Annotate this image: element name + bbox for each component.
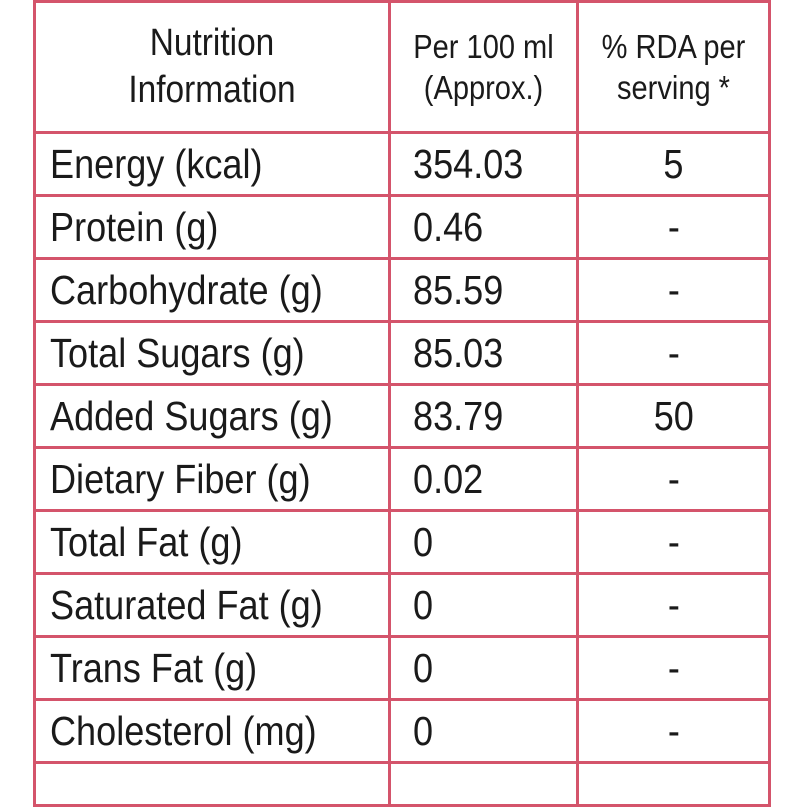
rda-value: 50 bbox=[576, 383, 771, 449]
table-row: Protein (g) 0.46 - bbox=[33, 194, 771, 260]
nutrient-name: Trans Fat (g) bbox=[33, 635, 391, 701]
header-nutrition-line2: Information bbox=[128, 69, 296, 111]
per-100ml-text: 0 bbox=[413, 644, 434, 691]
nutrient-label: Saturated Fat (g) bbox=[50, 581, 323, 628]
table-row: Total Fat (g) 0 - bbox=[33, 509, 771, 575]
per-100ml-value: 354.03 bbox=[388, 131, 579, 197]
nutrient-label: Added Sugars (g) bbox=[50, 392, 333, 439]
rda-value: - bbox=[576, 257, 771, 323]
header-rda-line2: serving * bbox=[617, 69, 730, 106]
rda-text: 5 bbox=[663, 140, 684, 187]
table-row: Trans Fat (g) 0 - bbox=[33, 635, 771, 701]
table-row: Energy (kcal) 354.03 5 bbox=[33, 131, 771, 197]
nutrient-name: Dietary Fiber (g) bbox=[33, 446, 391, 512]
nutrient-label: Total Sugars (g) bbox=[50, 329, 305, 376]
per-100ml-text: 85.59 bbox=[413, 266, 504, 313]
per-100ml-text: 0 bbox=[413, 581, 434, 628]
rda-text: - bbox=[667, 707, 680, 754]
nutrient-label: Energy (kcal) bbox=[50, 140, 263, 187]
header-rda-per-serving: % RDA per serving * bbox=[576, 0, 771, 134]
nutrient-name: Saturated Fat (g) bbox=[33, 572, 391, 638]
per-100ml-value: 0.02 bbox=[388, 446, 579, 512]
per-100ml-value: 0 bbox=[388, 509, 579, 575]
rda-text: - bbox=[667, 455, 680, 502]
nutrient-label: Total Fat (g) bbox=[50, 518, 243, 565]
table-body: Energy (kcal) 354.03 5 Protein (g) 0.46 … bbox=[33, 131, 771, 807]
nutrient-label: Trans Fat (g) bbox=[50, 644, 258, 691]
empty-cell bbox=[388, 761, 579, 807]
rda-text: - bbox=[667, 518, 680, 565]
per-100ml-value: 0 bbox=[388, 572, 579, 638]
nutrient-name: Cholesterol (mg) bbox=[33, 698, 391, 764]
table-row: Carbohydrate (g) 85.59 - bbox=[33, 257, 771, 323]
empty-cell bbox=[576, 761, 771, 807]
nutrient-name: Energy (kcal) bbox=[33, 131, 391, 197]
nutrient-name: Protein (g) bbox=[33, 194, 391, 260]
rda-text: - bbox=[667, 329, 680, 376]
header-nutrition-line1: Nutrition bbox=[149, 21, 275, 64]
rda-text: 50 bbox=[653, 392, 694, 439]
per-100ml-text: 0.46 bbox=[413, 203, 484, 250]
rda-value: - bbox=[576, 509, 771, 575]
empty-cell bbox=[33, 761, 391, 807]
per-100ml-value: 85.59 bbox=[388, 257, 579, 323]
header-row: Nutrition Information Per 100 ml (Approx… bbox=[33, 0, 771, 134]
nutrient-label: Dietary Fiber (g) bbox=[50, 455, 311, 502]
nutrition-table: Nutrition Information Per 100 ml (Approx… bbox=[33, 0, 771, 807]
nutrient-name: Total Fat (g) bbox=[33, 509, 391, 575]
per-100ml-value: 85.03 bbox=[388, 320, 579, 386]
rda-value: 5 bbox=[576, 131, 771, 197]
per-100ml-text: 0.02 bbox=[413, 455, 484, 502]
per-100ml-value: 0 bbox=[388, 635, 579, 701]
per-100ml-text: 83.79 bbox=[413, 392, 504, 439]
rda-value: - bbox=[576, 320, 771, 386]
table-row: Saturated Fat (g) 0 - bbox=[33, 572, 771, 638]
header-per-100ml: Per 100 ml (Approx.) bbox=[388, 0, 579, 134]
table-row: Cholesterol (mg) 0 - bbox=[33, 698, 771, 764]
table-row: Added Sugars (g) 83.79 50 bbox=[33, 383, 771, 449]
header-per-100ml-line2: (Approx.) bbox=[423, 69, 544, 106]
table-header: Nutrition Information Per 100 ml (Approx… bbox=[33, 0, 771, 134]
rda-text: - bbox=[667, 644, 680, 691]
rda-value: - bbox=[576, 635, 771, 701]
rda-text: - bbox=[667, 203, 680, 250]
table-row: Total Sugars (g) 85.03 - bbox=[33, 320, 771, 386]
rda-text: - bbox=[667, 266, 680, 313]
per-100ml-value: 83.79 bbox=[388, 383, 579, 449]
nutrient-name: Carbohydrate (g) bbox=[33, 257, 391, 323]
nutrient-name: Total Sugars (g) bbox=[33, 320, 391, 386]
per-100ml-text: 0 bbox=[413, 707, 434, 754]
header-per-100ml-line1: Per 100 ml bbox=[413, 27, 554, 65]
per-100ml-text: 85.03 bbox=[413, 329, 504, 376]
per-100ml-text: 0 bbox=[413, 518, 434, 565]
per-100ml-value: 0.46 bbox=[388, 194, 579, 260]
header-nutrition-information: Nutrition Information bbox=[33, 0, 391, 134]
nutrient-label: Protein (g) bbox=[50, 203, 219, 250]
per-100ml-text: 354.03 bbox=[413, 140, 524, 187]
nutrient-label: Carbohydrate (g) bbox=[50, 266, 323, 313]
rda-text: - bbox=[667, 581, 680, 628]
nutrient-label: Cholesterol (mg) bbox=[50, 707, 317, 754]
table-row: Dietary Fiber (g) 0.02 - bbox=[33, 446, 771, 512]
nutrient-name: Added Sugars (g) bbox=[33, 383, 391, 449]
header-rda-line1: % RDA per bbox=[601, 27, 746, 65]
rda-value: - bbox=[576, 194, 771, 260]
per-100ml-value: 0 bbox=[388, 698, 579, 764]
table-row-cut-off bbox=[33, 761, 771, 807]
rda-value: - bbox=[576, 446, 771, 512]
rda-value: - bbox=[576, 698, 771, 764]
rda-value: - bbox=[576, 572, 771, 638]
